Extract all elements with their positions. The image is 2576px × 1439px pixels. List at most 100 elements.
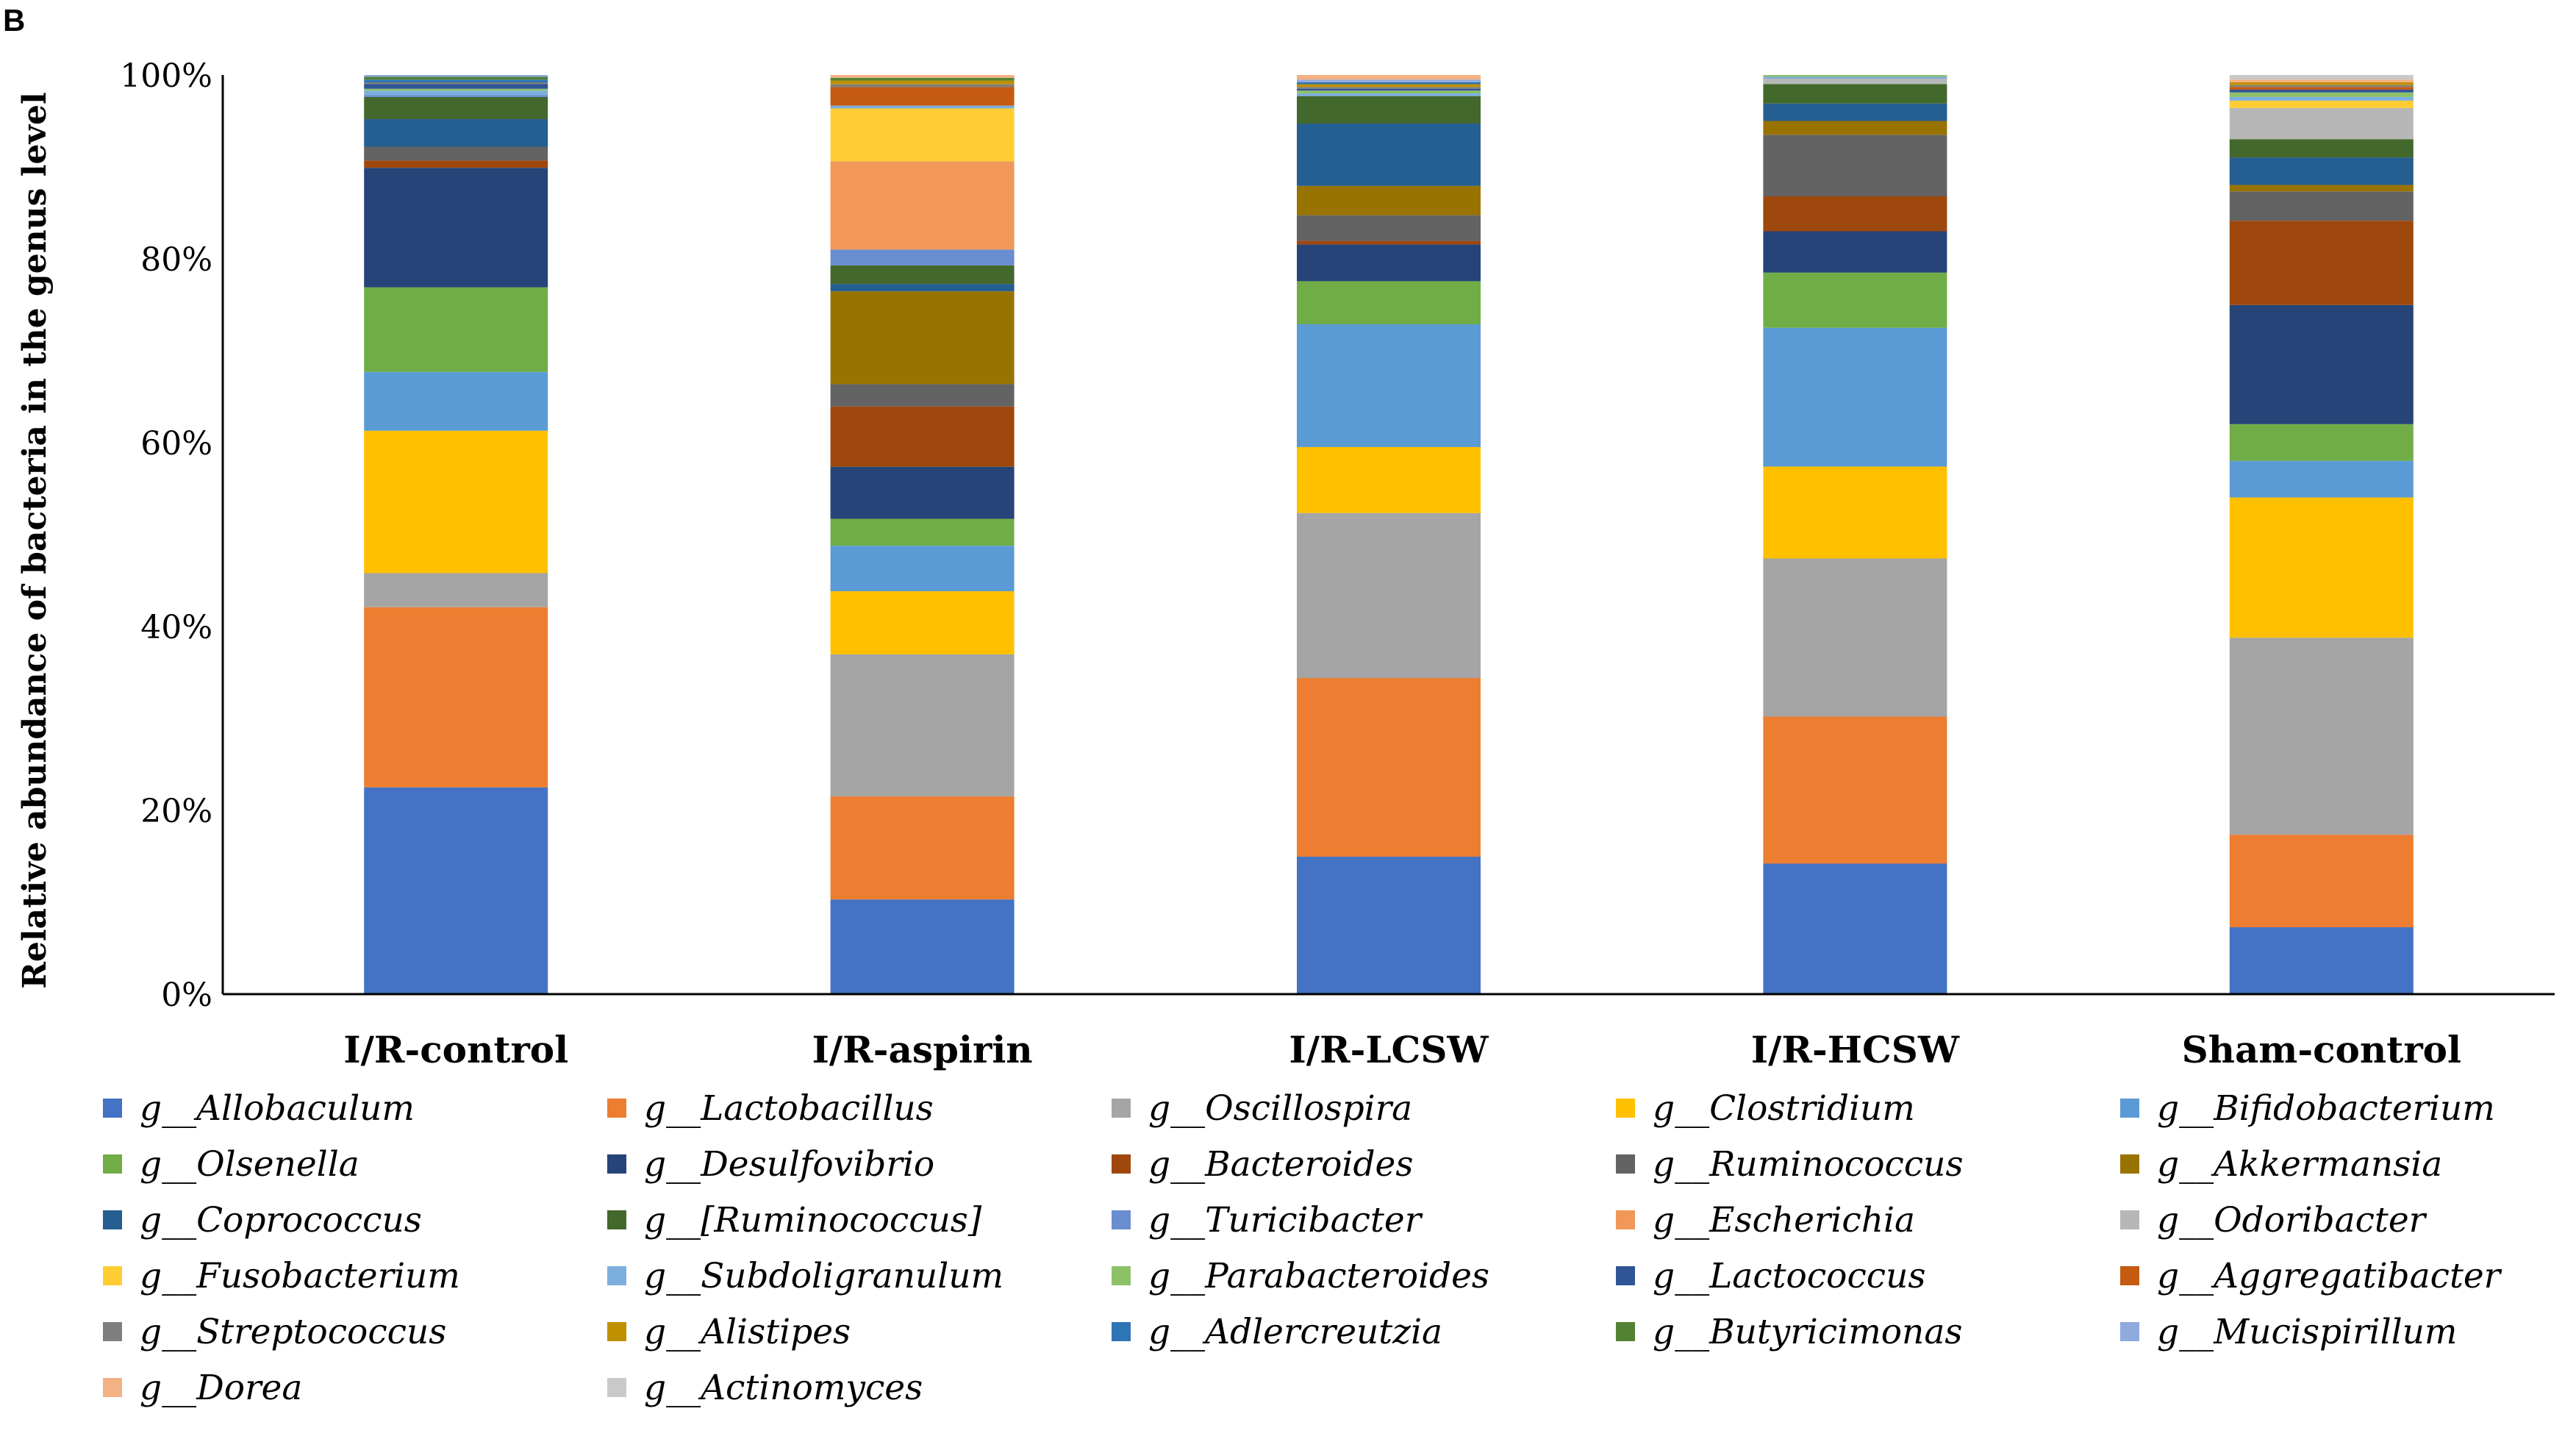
- legend-swatch: [103, 1154, 122, 1174]
- bar-segment: [1297, 513, 1481, 679]
- panel-label: B: [3, 3, 26, 38]
- bar-segment: [2229, 79, 2414, 82]
- x-category-label: I/R-HCSW: [1751, 1028, 1960, 1071]
- legend-swatch: [607, 1266, 626, 1285]
- bar-segment: [364, 146, 548, 161]
- legend-label: g__Turicibacter: [1148, 1199, 1422, 1240]
- bar-segment: [2229, 100, 2414, 108]
- bar-segment: [1297, 79, 1481, 82]
- bar-segment: [1297, 240, 1481, 245]
- bar-segment: [830, 384, 1015, 407]
- bar-segment: [1763, 466, 1947, 559]
- legend-label: g__Olsenella: [140, 1143, 359, 1185]
- bar-segment: [364, 573, 548, 607]
- legend-swatch: [2120, 1266, 2139, 1285]
- bar-segment: [2229, 92, 2414, 97]
- bar-segment: [1763, 121, 1947, 135]
- legend-item: g__Adlercreutzia: [1112, 1312, 1616, 1352]
- bar-segment: [1297, 244, 1481, 282]
- bar-segment: [1763, 75, 1947, 77]
- legend-item: g__Odoribacter: [2120, 1200, 2576, 1240]
- bar-segment: [364, 90, 548, 96]
- legend-label: g__Mucispirillum: [2157, 1311, 2458, 1352]
- bar-segment: [1763, 716, 1947, 864]
- x-category-label: Sham-control: [2182, 1028, 2461, 1071]
- legend-swatch: [2120, 1099, 2139, 1118]
- y-axis-label: Relative abundance of bacteria in the ge…: [16, 92, 54, 989]
- bar-segment: [1297, 88, 1481, 91]
- bar-segment: [830, 105, 1015, 109]
- legend-label: g__Subdoligranulum: [644, 1255, 1004, 1296]
- y-tick-label: 80%: [140, 241, 212, 279]
- bar-segment: [1297, 185, 1481, 215]
- legend-swatch: [103, 1378, 122, 1397]
- bar-segment: [830, 796, 1015, 900]
- bar-segment: [830, 161, 1015, 250]
- legend-label: g__Desulfovibrio: [644, 1143, 935, 1185]
- bar-segment: [1297, 84, 1481, 88]
- bar-segment: [364, 160, 548, 168]
- bar-segment: [2229, 139, 2414, 158]
- bar-stack: [364, 75, 548, 994]
- legend-item: g__Actinomyces: [607, 1367, 1112, 1408]
- bar-stack: [1763, 75, 1947, 994]
- legend-item: g__Mucispirillum: [2120, 1311, 2576, 1352]
- bar-segment: [2229, 107, 2414, 140]
- y-axis-label-group: Relative abundance of bacteria in the ge…: [16, 92, 54, 989]
- legend-swatch: [607, 1210, 626, 1229]
- legend-label: g__Ruminococcus: [1653, 1143, 1964, 1185]
- legend-swatch: [1616, 1099, 1635, 1118]
- legend-swatch: [1112, 1266, 1131, 1285]
- legend-swatch: [103, 1210, 122, 1229]
- legend-label: g__Alistipes: [644, 1311, 851, 1352]
- legend-swatch: [103, 1099, 122, 1118]
- bar-segment: [364, 75, 548, 77]
- legend-swatch: [1616, 1154, 1635, 1174]
- legend-label: g__Actinomyces: [644, 1367, 923, 1408]
- legend-item: g__Escherichia: [1616, 1200, 2120, 1240]
- bar-segment: [830, 80, 1015, 85]
- bar-segment: [2229, 424, 2414, 461]
- bar-segment: [2229, 191, 2414, 221]
- bar-segment: [830, 108, 1015, 162]
- y-tick-labels: 0% 20% 40% 60% 80% 100%: [120, 57, 212, 1014]
- bar-segment: [1297, 96, 1481, 124]
- legend-swatch: [2120, 1210, 2139, 1229]
- bar-segment: [364, 371, 548, 431]
- bar-segment: [1297, 324, 1481, 447]
- x-category-label: I/R-control: [343, 1028, 568, 1071]
- legend-swatch: [103, 1322, 122, 1341]
- legend-item: g__Alistipes: [607, 1311, 1112, 1352]
- bar-stack: [2229, 75, 2414, 994]
- legend-label: g__Butyricimonas: [1653, 1311, 1963, 1352]
- bar-segment: [2229, 221, 2414, 305]
- legend-item: g__Turicibacter: [1112, 1200, 1616, 1240]
- legend-item: g__Akkermansia: [2120, 1144, 2576, 1185]
- legend-item: g__Butyricimonas: [1616, 1311, 2120, 1352]
- bar-segment: [1297, 93, 1481, 96]
- bar-segment: [1297, 446, 1481, 513]
- bar-segment: [1763, 135, 1947, 196]
- legend-item: g__Dorea: [103, 1368, 607, 1408]
- legend-item: g__Subdoligranulum: [607, 1256, 1112, 1296]
- bar-segment: [364, 168, 548, 288]
- legend-item: g__[Ruminococcus]: [607, 1200, 1112, 1240]
- legend-item: g__Parabacteroides: [1112, 1256, 1616, 1296]
- legend-swatch: [103, 1266, 122, 1285]
- legend-label: g__Bifidobacterium: [2157, 1088, 2495, 1129]
- bar-segment: [1297, 215, 1481, 241]
- bar-segment: [2229, 85, 2414, 88]
- bar-segment: [830, 249, 1015, 265]
- legend-label: g__Coprococcus: [140, 1199, 422, 1240]
- bar-segment: [1297, 857, 1481, 994]
- bar-segment: [830, 87, 1015, 106]
- bar-segment: [830, 899, 1015, 994]
- legend-label: g__Clostridium: [1653, 1088, 1915, 1129]
- legend-swatch: [1616, 1210, 1635, 1229]
- bar-segment: [364, 84, 548, 89]
- x-category-label: I/R-aspirin: [812, 1028, 1033, 1071]
- bar-segment: [830, 546, 1015, 592]
- bar-segment: [830, 284, 1015, 292]
- bar-segment: [830, 291, 1015, 385]
- bar-segment: [1297, 87, 1481, 89]
